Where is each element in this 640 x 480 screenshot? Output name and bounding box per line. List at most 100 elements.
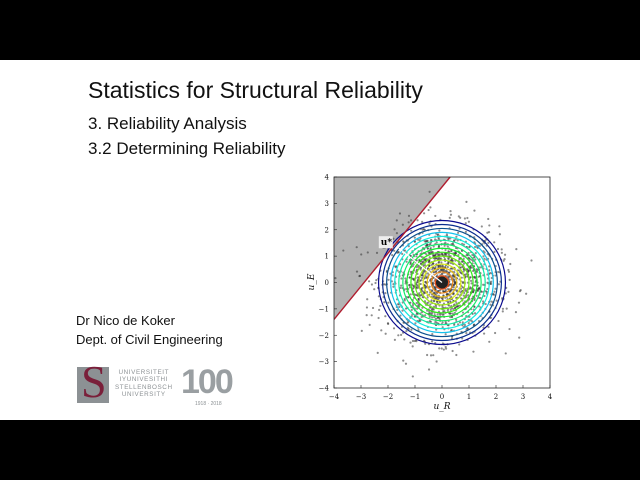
sample-point <box>447 253 450 256</box>
sample-point <box>507 268 510 272</box>
sample-point <box>409 341 412 344</box>
sample-point <box>368 323 371 326</box>
x-tick-label: −4 <box>329 393 340 401</box>
sample-point <box>451 349 454 353</box>
density-contour <box>398 239 486 326</box>
sample-point <box>530 259 533 262</box>
x-tick-label: 1 <box>467 393 471 401</box>
sample-point <box>416 279 419 282</box>
sample-point <box>458 269 461 272</box>
sample-point <box>438 347 441 350</box>
sample-point <box>424 342 427 345</box>
sample-point <box>434 265 437 269</box>
y-tick-label: 0 <box>325 279 329 287</box>
density-contour <box>422 263 462 302</box>
sample-point <box>465 332 468 335</box>
sample-point <box>507 270 511 273</box>
sample-point <box>409 301 412 304</box>
sample-point <box>383 301 386 304</box>
sample-point <box>472 290 475 293</box>
sample-point <box>434 304 438 307</box>
x-tick-label: 0 <box>440 393 444 401</box>
sample-point <box>424 264 427 267</box>
sample-point <box>461 311 465 314</box>
sample-point <box>481 300 485 303</box>
sample-point <box>367 280 371 283</box>
sample-point <box>396 308 399 312</box>
sample-point <box>435 360 438 363</box>
sample-point <box>431 250 434 254</box>
sample-point <box>423 300 427 303</box>
sample-point <box>508 327 511 331</box>
x-tick-label: 3 <box>521 393 525 401</box>
sample-point <box>419 268 422 271</box>
sample-point <box>422 292 425 295</box>
sample-point <box>517 301 521 304</box>
sample-point <box>410 229 413 232</box>
sample-point <box>429 312 432 315</box>
sample-point <box>503 253 507 256</box>
sample-point <box>443 310 446 313</box>
sample-point <box>451 274 455 277</box>
x-tick-label: −2 <box>383 393 393 401</box>
sample-point <box>415 302 418 305</box>
sample-point <box>432 295 435 298</box>
sample-point <box>432 245 435 248</box>
sample-point <box>431 332 434 336</box>
sample-point <box>474 252 477 255</box>
sample-point <box>399 286 402 290</box>
sample-point <box>460 266 463 269</box>
sample-point <box>384 315 387 318</box>
sample-point <box>466 261 469 265</box>
sample-point <box>440 347 443 350</box>
sample-point <box>401 252 404 256</box>
x-tick-label: 2 <box>494 393 498 401</box>
sample-point <box>462 294 465 297</box>
sample-point <box>413 236 416 239</box>
sample-point <box>429 251 432 254</box>
sample-point <box>428 259 431 263</box>
sample-point <box>488 340 491 343</box>
sample-point <box>450 295 453 298</box>
sample-point <box>518 290 522 293</box>
y-tick-label: −3 <box>319 358 329 366</box>
sample-point <box>417 299 420 302</box>
sample-point <box>392 237 395 240</box>
sample-point <box>373 288 376 291</box>
sample-point <box>474 258 477 261</box>
sample-point <box>407 296 410 299</box>
sample-point <box>424 275 427 278</box>
sample-point <box>486 231 489 234</box>
sample-point <box>469 279 473 282</box>
author-department: Dept. of Civil Engineering <box>76 332 223 347</box>
sample-point <box>423 258 427 261</box>
sample-point <box>444 347 448 350</box>
sample-point <box>454 307 457 310</box>
sample-point <box>434 238 437 241</box>
sample-point <box>488 265 491 268</box>
sample-point <box>427 368 431 371</box>
logo-line: STELLENBOSCH <box>115 383 173 391</box>
sample-point <box>497 283 501 286</box>
sample-point <box>404 277 407 280</box>
sample-point <box>439 264 442 267</box>
sample-point <box>437 261 440 264</box>
sample-point <box>426 247 429 250</box>
sample-point <box>463 217 467 220</box>
sample-point <box>448 216 451 219</box>
sample-point <box>441 326 444 329</box>
y-axis-label: u_E <box>307 273 317 291</box>
sample-point <box>391 274 394 277</box>
sample-point <box>461 321 464 324</box>
sample-point <box>420 315 423 319</box>
sample-point <box>458 227 461 230</box>
sample-point <box>426 353 429 357</box>
sample-point <box>444 345 447 348</box>
sample-point <box>426 296 429 299</box>
sample-point <box>459 291 462 294</box>
sample-point <box>515 248 518 251</box>
sample-point <box>468 276 472 279</box>
section-heading: 3. Reliability Analysis <box>88 114 247 133</box>
sample-point <box>454 282 457 285</box>
sample-point <box>474 281 477 284</box>
